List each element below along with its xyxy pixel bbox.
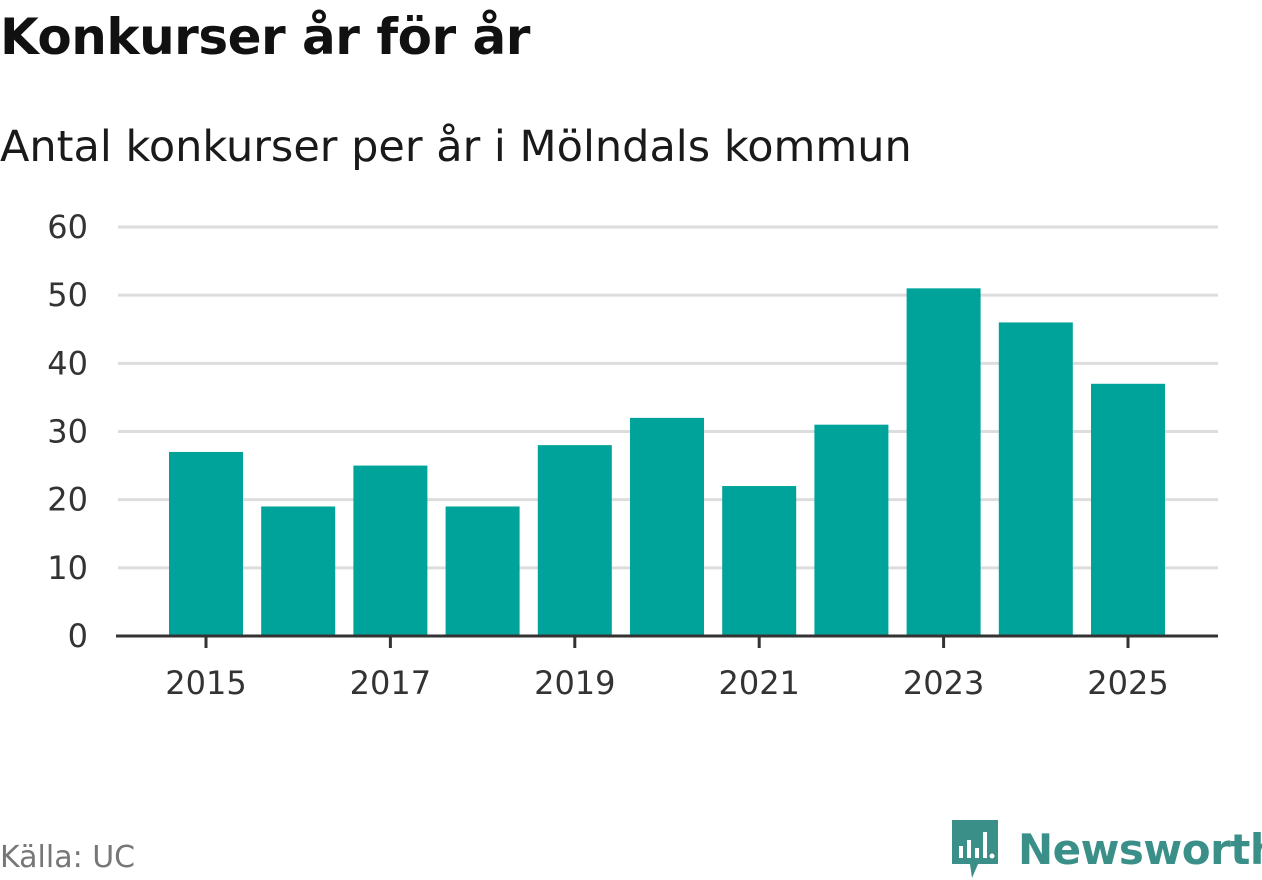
y-tick-label: 40 <box>47 344 88 382</box>
y-tick-label: 50 <box>47 276 88 314</box>
brand-name: Newsworthy <box>1018 824 1262 874</box>
y-tick-label: 60 <box>47 208 88 246</box>
bar-chart: 0 10 20 30 40 50 60 2015 2017 2019 2021 2023 2025 <box>47 208 1218 702</box>
bar-2025 <box>1091 383 1165 636</box>
bar-2024 <box>998 322 1073 636</box>
x-axis-labels: 2015 2017 2019 2021 2023 2025 <box>165 664 1168 702</box>
x-tick-label: 2023 <box>903 664 984 702</box>
x-axis <box>116 634 1218 648</box>
bar-2019 <box>537 445 612 636</box>
brand: Newsworthy <box>950 818 1262 880</box>
y-tick-label: 20 <box>47 481 88 519</box>
bar-2021 <box>722 486 797 636</box>
bars <box>169 288 1165 636</box>
bar-2016 <box>261 506 336 636</box>
bar-2015 <box>169 451 243 636</box>
x-tick-label: 2025 <box>1087 664 1168 702</box>
bar-2018 <box>445 506 520 636</box>
x-tick-label: 2021 <box>718 664 799 702</box>
chart-subtitle: Antal konkurser per år i Mölndals kommun <box>0 122 912 172</box>
x-tick-label: 2015 <box>165 664 246 702</box>
y-tick-label: 30 <box>47 413 88 451</box>
source-note: Källa: UC <box>0 840 136 875</box>
x-tick-label: 2017 <box>350 664 431 702</box>
chart-title: Konkurser år för år <box>0 8 530 66</box>
newsworthy-logo-icon <box>952 820 998 878</box>
bar-2023 <box>906 288 981 636</box>
y-tick-label: 0 <box>68 617 88 655</box>
bar-2017 <box>353 465 428 636</box>
y-tick-label: 10 <box>47 549 88 587</box>
bar-2022 <box>814 424 889 636</box>
x-tick-label: 2019 <box>534 664 615 702</box>
y-axis-labels: 0 10 20 30 40 50 60 <box>47 208 88 655</box>
bar-2020 <box>630 417 704 636</box>
